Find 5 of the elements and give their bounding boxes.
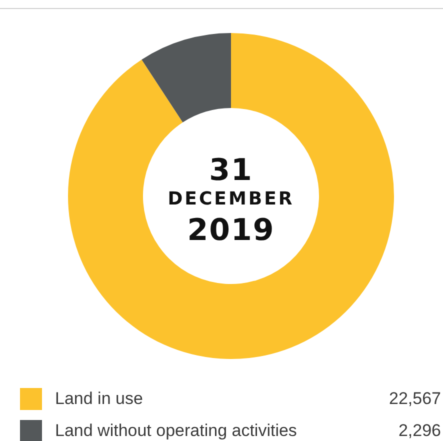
text: 31 DECEMBER 2019 — [168, 152, 294, 248]
legend-label: Land in use — [55, 389, 143, 409]
data-label: 2,296 — [398, 421, 441, 441]
legend-label: Land without operating activities — [55, 421, 297, 441]
data-label: 22,567 — [389, 389, 441, 409]
